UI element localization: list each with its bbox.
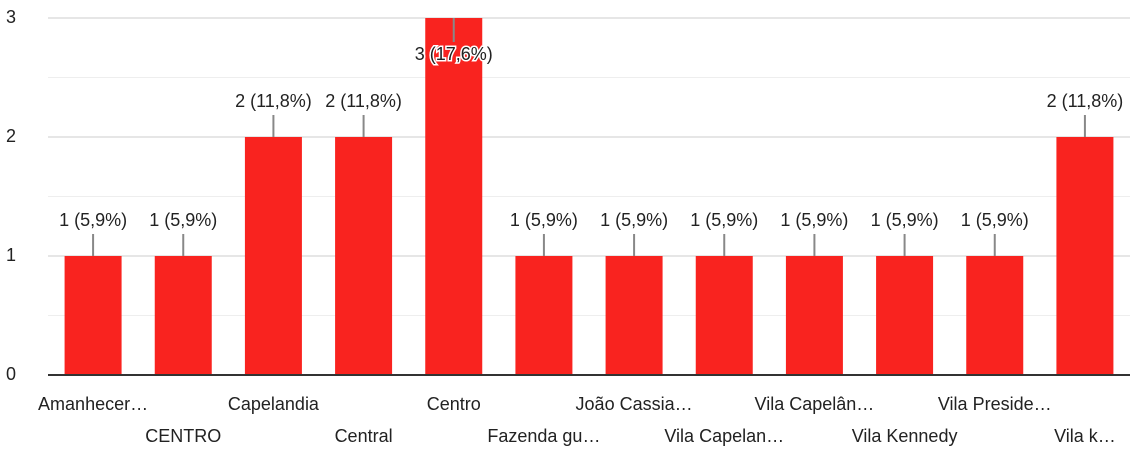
value-label: 1 (5,9%): [961, 210, 1029, 230]
bar: [244, 137, 302, 375]
bar: [876, 256, 934, 375]
value-label: 1 (5,9%): [510, 210, 578, 230]
y-tick-label: 3: [6, 7, 16, 27]
value-label: 3 (17,6%): [415, 44, 493, 64]
y-tick-label: 1: [6, 245, 16, 265]
value-label: 1 (5,9%): [871, 210, 939, 230]
value-label: 2 (11,8%): [235, 91, 312, 111]
bar: [335, 137, 393, 375]
value-label: 1 (5,9%): [780, 210, 848, 230]
value-label: 1 (5,9%): [149, 210, 217, 230]
value-label: 1 (5,9%): [59, 210, 127, 230]
bar: [695, 256, 753, 375]
x-tick-label: Vila Capelân…: [755, 394, 875, 414]
bar: [64, 256, 122, 375]
value-label: 1 (5,9%): [600, 210, 668, 230]
bar: [515, 256, 573, 375]
x-tick-label: Fazenda gu…: [487, 426, 600, 446]
x-tick-label: Central: [335, 426, 393, 446]
x-tick-label: Vila Capelan…: [664, 426, 784, 446]
x-tick-label: Capelandia: [228, 394, 320, 414]
y-tick-label: 0: [6, 364, 16, 384]
bar: [154, 256, 212, 375]
x-tick-label: Amanhecer…: [38, 394, 148, 414]
value-label: 2 (11,8%): [1047, 91, 1124, 111]
y-tick-label: 2: [6, 126, 16, 146]
x-tick-label: Centro: [427, 394, 481, 414]
value-label: 2 (11,8%): [325, 91, 402, 111]
bar: [605, 256, 663, 375]
x-tick-label: Vila Kennedy: [852, 426, 958, 446]
bar: [966, 256, 1024, 375]
bar: [785, 256, 843, 375]
x-tick-label: Vila Preside…: [938, 394, 1052, 414]
x-tick-label: João Cassia…: [576, 394, 693, 414]
bar: [425, 18, 483, 375]
bar: [1056, 137, 1114, 375]
x-tick-label: CENTRO: [145, 426, 221, 446]
value-label: 1 (5,9%): [690, 210, 758, 230]
x-tick-label: Vila k…: [1054, 426, 1116, 446]
